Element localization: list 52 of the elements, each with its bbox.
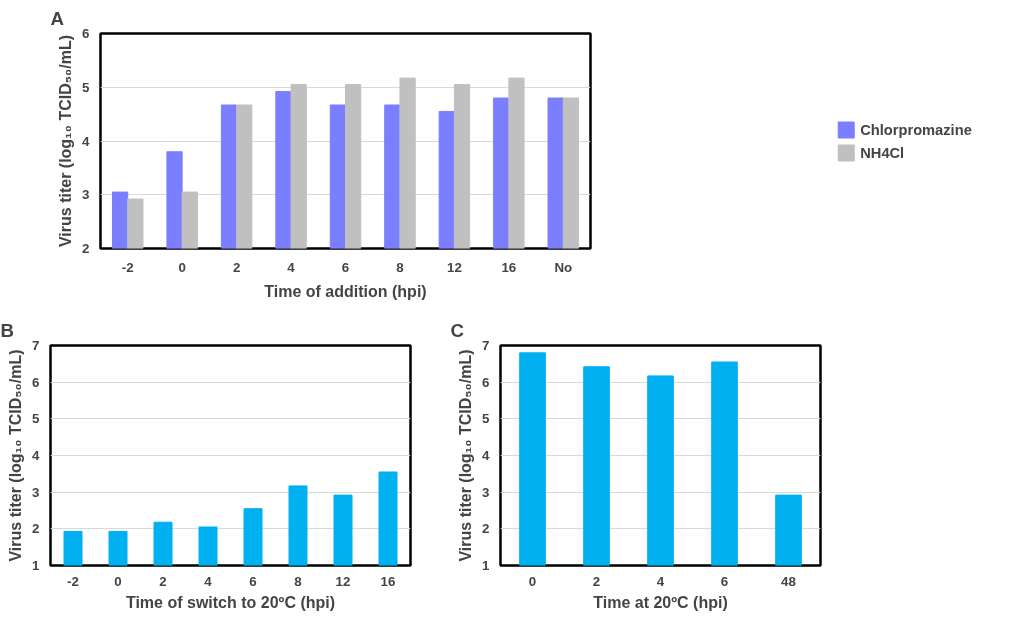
y-tick-label: 4 [82, 133, 91, 149]
y-tick-label: 1 [482, 558, 491, 573]
x-tick-label: 4 [204, 573, 213, 589]
x-tick-label: 8 [294, 573, 302, 589]
x-tick-label: 0 [178, 259, 186, 275]
y-tick-label: 2 [32, 521, 40, 537]
y-tick-label: 2 [482, 521, 490, 537]
y-tick-label: 3 [32, 484, 40, 500]
x-tick-label: 6 [341, 259, 350, 275]
x-tick-label: 2 [232, 259, 241, 275]
y-tick-label: 4 [482, 448, 491, 463]
y-tick-label: 5 [32, 411, 41, 427]
chart-title: B [0, 319, 14, 341]
y-axis-title: Virus titer (log₁₀ TCID₅₀/mL) [57, 34, 75, 248]
y-tick-label: 6 [482, 374, 490, 390]
y-tick-label: 7 [482, 338, 490, 353]
x-tick-label: 8 [396, 259, 404, 275]
y-tick-label: 7 [32, 338, 40, 353]
x-tick-label: 2 [159, 573, 167, 589]
x-tick-label: 12 [335, 573, 351, 589]
x-tick-label: 16 [380, 573, 396, 589]
y-axis-title: Virus titer (log₁₀ TCID₅₀/mL) [7, 349, 25, 562]
x-tick-label: 4 [656, 573, 665, 589]
x-tick-label: 0 [528, 573, 537, 589]
chart-title: A [50, 7, 64, 29]
x-tick-label: 2 [592, 573, 601, 589]
y-tick-label: 3 [82, 187, 90, 203]
x-tick-label: 0 [114, 573, 122, 589]
x-tick-label: 16 [501, 259, 517, 275]
x-tick-label: 6 [720, 573, 729, 589]
x-tick-label: No [554, 259, 573, 275]
x-tick-label: -2 [67, 573, 79, 589]
y-axis-title: Virus titer (log₁₀ TCID₅₀/mL) [457, 349, 475, 562]
x-tick-label: -2 [121, 259, 134, 275]
y-tick-label: 3 [482, 484, 490, 500]
x-axis-title: Time at 20ºC (hpi) [593, 593, 728, 611]
y-tick-label: 6 [32, 374, 40, 390]
y-tick-label: 2 [82, 241, 90, 256]
y-tick-label: 6 [82, 26, 90, 41]
y-tick-label: 4 [32, 448, 41, 463]
legend-label: Chlorpromazine [860, 121, 972, 137]
x-tick-label: 6 [249, 573, 257, 589]
x-tick-label: 48 [781, 573, 796, 589]
x-axis-title: Time of switch to 20ºC (hpi) [125, 593, 336, 611]
chart-title: C [450, 319, 464, 341]
x-tick-label: 4 [287, 259, 296, 275]
y-tick-label: 5 [82, 79, 91, 95]
y-tick-label: 1 [32, 558, 41, 573]
x-axis-title: Time of addition (hpi) [264, 282, 427, 300]
legend-label: NH4Cl [860, 144, 905, 160]
y-tick-label: 5 [482, 411, 491, 427]
x-tick-label: 12 [446, 259, 462, 275]
